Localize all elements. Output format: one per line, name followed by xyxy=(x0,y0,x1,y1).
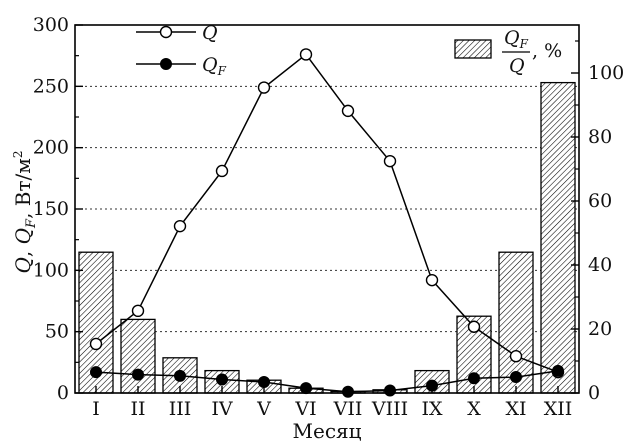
legend-ratio: QF Q , % xyxy=(454,27,562,77)
qf-point xyxy=(468,372,480,385)
bars xyxy=(78,81,576,394)
legend-q: Q xyxy=(136,22,218,44)
bar xyxy=(498,251,534,394)
y-left-tick-label: 300 xyxy=(33,14,69,36)
series-line xyxy=(95,53,559,373)
y-left-tick-label: 0 xyxy=(57,382,69,404)
series-lines xyxy=(95,53,559,393)
x-tick-label: I xyxy=(92,398,100,420)
y-right-tick-label: 100 xyxy=(588,62,624,84)
qf-point xyxy=(216,373,228,386)
y-left-tick-label: 250 xyxy=(33,75,69,97)
x-tick-label: VI xyxy=(294,398,316,420)
x-tick-label: X xyxy=(467,398,481,420)
y-left-tick-label: 100 xyxy=(33,259,69,281)
y-right-tick-label: 20 xyxy=(588,318,612,340)
q-point xyxy=(131,304,145,318)
qf-point xyxy=(510,371,522,384)
x-tick-label: III xyxy=(169,398,192,420)
series-points xyxy=(89,48,565,398)
y-left-tick-label: 50 xyxy=(45,321,69,343)
x-tick-label: IX xyxy=(421,398,443,420)
x-tick-label: II xyxy=(130,398,145,420)
svg-text:QF: QF xyxy=(202,54,227,78)
y-right-tick-label: 60 xyxy=(588,190,612,212)
q-point xyxy=(383,154,397,168)
ticks xyxy=(75,24,579,394)
x-tick-label: XII xyxy=(544,398,573,420)
x-axis-title: Месяц xyxy=(293,419,362,442)
q-point xyxy=(341,104,355,118)
x-tick-label: IV xyxy=(211,398,233,420)
qf-point xyxy=(258,375,270,388)
y-axis-title-left: Q, QF, Вт/м2 xyxy=(11,151,39,274)
x-tick-label: VIII xyxy=(371,398,408,420)
q-point xyxy=(257,81,271,94)
q-point xyxy=(173,219,187,233)
svg-text:, %: , % xyxy=(532,40,562,62)
qf-point xyxy=(552,364,564,377)
legend-qf: QF xyxy=(136,54,227,78)
qf-point xyxy=(174,369,186,382)
qf-point xyxy=(90,366,102,379)
q-point xyxy=(215,164,229,178)
x-tick-label: VII xyxy=(333,398,363,420)
qf-point xyxy=(132,368,144,381)
svg-text:Q, QF, Вт/м2: Q, QF, Вт/м2 xyxy=(11,151,39,274)
x-tick-label: V xyxy=(256,398,271,420)
q-point xyxy=(467,320,481,333)
svg-text:Q: Q xyxy=(202,22,218,44)
grid-lines xyxy=(75,85,579,333)
q-point xyxy=(89,337,103,351)
y-left-tick-label: 200 xyxy=(33,137,69,159)
svg-text:QF: QF xyxy=(504,27,529,51)
svg-text:Q: Q xyxy=(509,55,525,77)
y-right-tick-label: 0 xyxy=(588,382,600,404)
q-point xyxy=(509,350,523,363)
x-tick-label: XI xyxy=(505,398,526,420)
series-line xyxy=(95,370,559,393)
bar xyxy=(540,81,576,394)
bar xyxy=(120,318,156,394)
y-right-tick-label: 40 xyxy=(588,254,612,276)
y-left-tick-label: 150 xyxy=(33,198,69,220)
q-point xyxy=(299,48,313,61)
q-point xyxy=(425,273,439,287)
y-right-tick-label: 80 xyxy=(588,126,612,148)
